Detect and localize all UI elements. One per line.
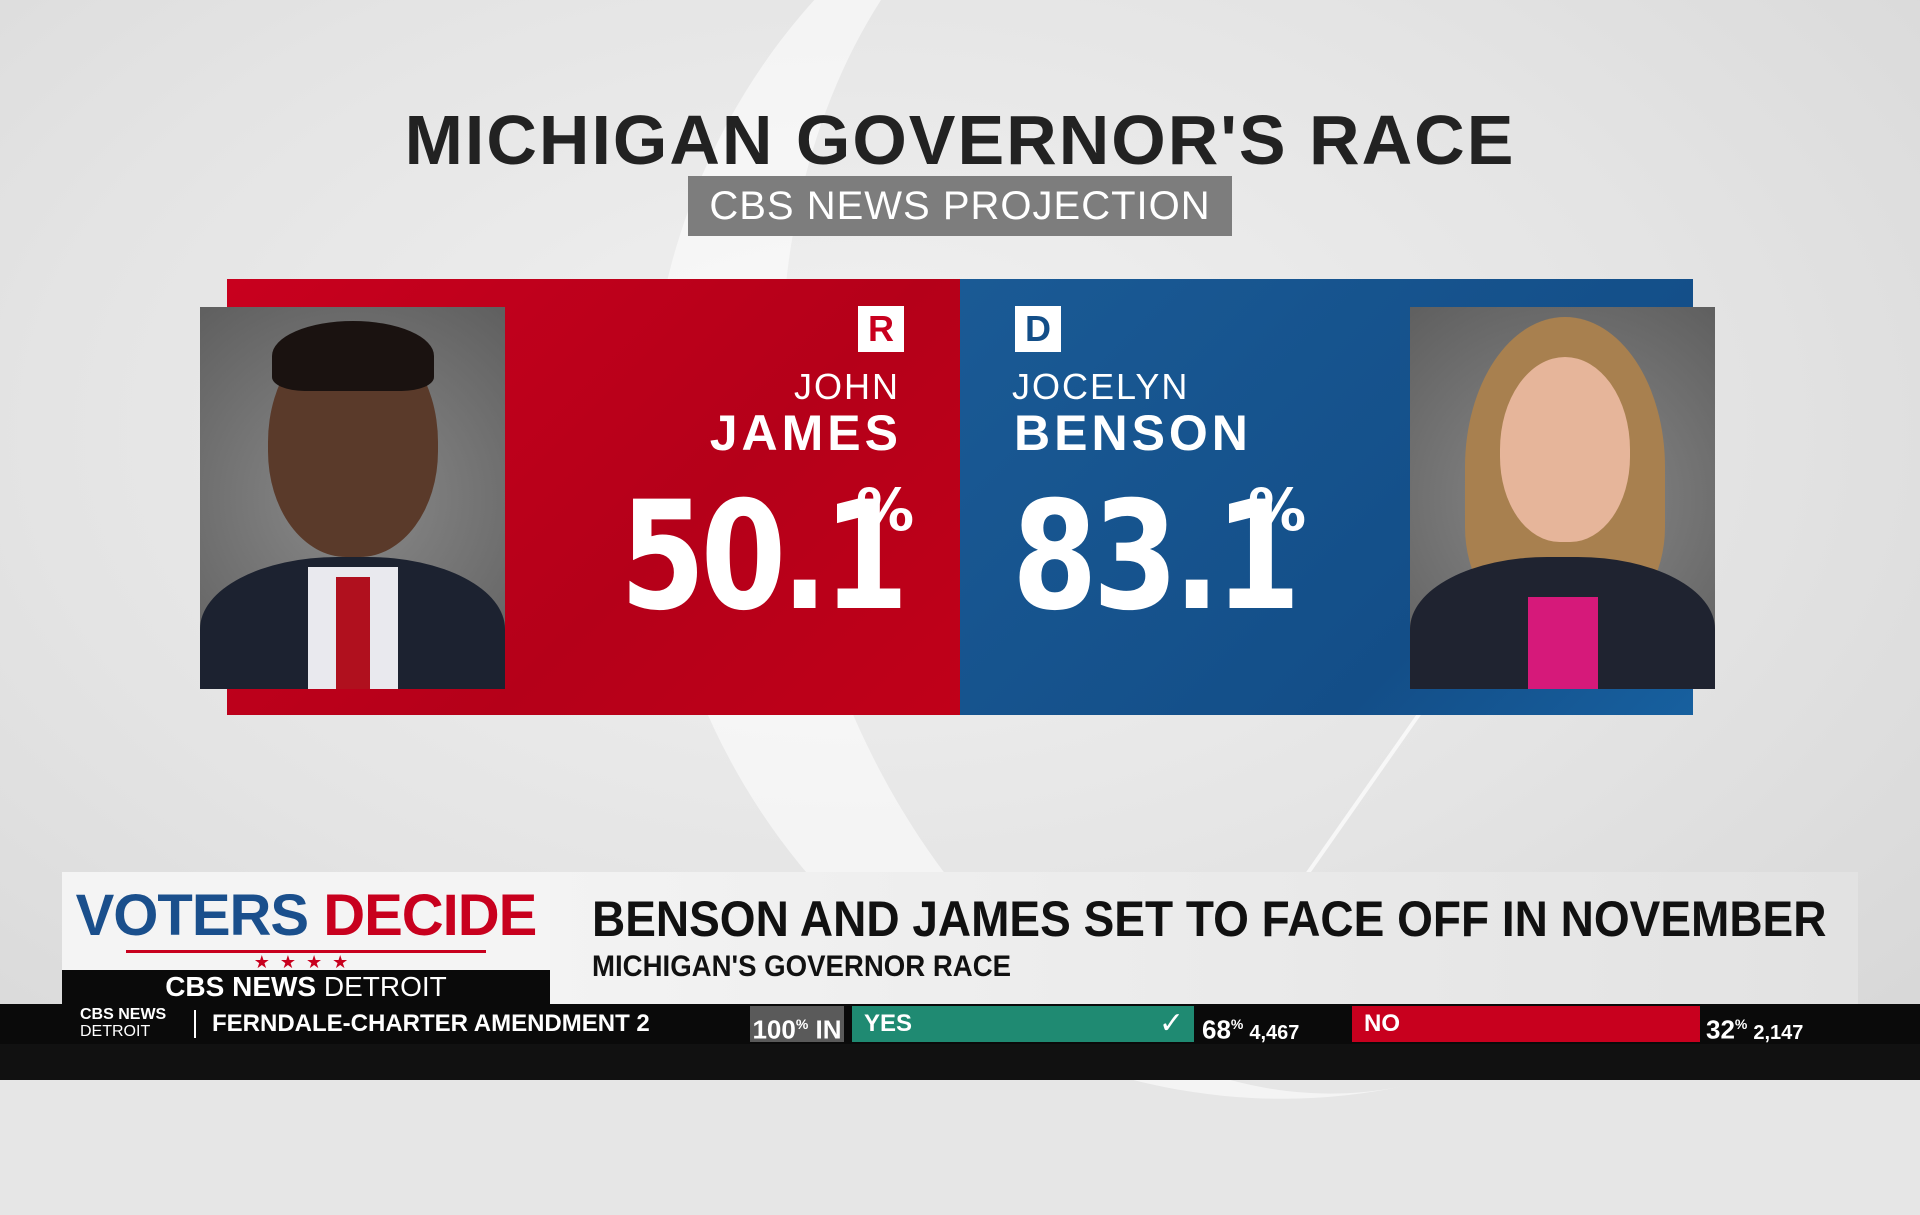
ticker-brand-bottom: DETROIT (80, 1023, 151, 1040)
station-brand: CBS NEWS DETROIT (62, 970, 550, 1004)
percent-value: 83.1 (1012, 470, 1301, 644)
no-votes: 2,147 (1753, 1021, 1804, 1044)
no-pct: 32 (1706, 1014, 1735, 1045)
headline: BENSON AND JAMES SET TO FACE OFF IN NOVE… (592, 891, 1827, 947)
percent-value: 50.1 (620, 470, 909, 644)
candidate-percent: 50.1 % (620, 470, 966, 644)
voters-decide-logo: VOTERS DECIDE ★★★★ (62, 872, 550, 1002)
ticker-brand-top: CBS NEWS (80, 1006, 167, 1023)
reporting-symbol: % (795, 1016, 809, 1032)
pct-symbol: % (1230, 1016, 1244, 1032)
yes-pct: 68 (1202, 1014, 1231, 1045)
party-badge-republican: R (858, 306, 904, 352)
candidate-last-name: BENSON (1014, 405, 1252, 461)
no-result-bar: NO (1352, 1006, 1700, 1042)
race-title: MICHIGAN GOVERNOR'S RACE (404, 101, 1516, 179)
reporting-badge: 100% IN (750, 1006, 844, 1045)
headline-box (550, 872, 1858, 1004)
logo-stars: ★★★★ (253, 952, 359, 972)
candidate-first-name: JOHN (794, 366, 900, 407)
check-icon: ✓ (1158, 1007, 1184, 1040)
pct-symbol: % (1734, 1016, 1748, 1032)
party-badge-democrat: D (1015, 306, 1061, 352)
reporting-value: 100 (752, 1014, 796, 1045)
candidate-first-name: JOCELYN (1012, 366, 1190, 407)
ticker-race-label: FERNDALE-CHARTER AMENDMENT 2 (212, 1010, 650, 1037)
candidate-photo-benson (1410, 307, 1715, 689)
percent-symbol: % (856, 476, 915, 544)
yes-votes: 4,467 (1249, 1021, 1300, 1044)
no-stats: 32% 2,147 (1706, 1006, 1803, 1051)
ticker-brand: CBS NEWS DETROIT (80, 1006, 190, 1040)
candidate-last-name: JAMES (709, 405, 902, 461)
brand-bold: CBS NEWS (165, 971, 317, 1002)
yes-result-bar: YES ✓ (852, 1006, 1194, 1042)
candidate-percent: 83.1 % (1012, 470, 1358, 644)
no-label: NO (1364, 1010, 1400, 1037)
yes-stats: 68% 4,467 (1202, 1006, 1299, 1051)
subheadline: MICHIGAN'S GOVERNOR RACE (592, 950, 1012, 983)
logo-text-voters: VOTERS (75, 883, 324, 948)
yes-label: YES (864, 1010, 913, 1037)
bottom-bar (0, 1044, 1920, 1080)
brand-thin: DETROIT (316, 971, 447, 1002)
reporting-suffix: IN (808, 1014, 842, 1045)
candidate-photo-james (200, 307, 505, 689)
logo-rule (126, 950, 486, 953)
percent-symbol: % (1248, 476, 1307, 544)
ticker-separator (194, 1010, 196, 1038)
projection-label: CBS NEWS PROJECTION (688, 176, 1232, 236)
logo-text-decide: DECIDE (323, 883, 537, 948)
